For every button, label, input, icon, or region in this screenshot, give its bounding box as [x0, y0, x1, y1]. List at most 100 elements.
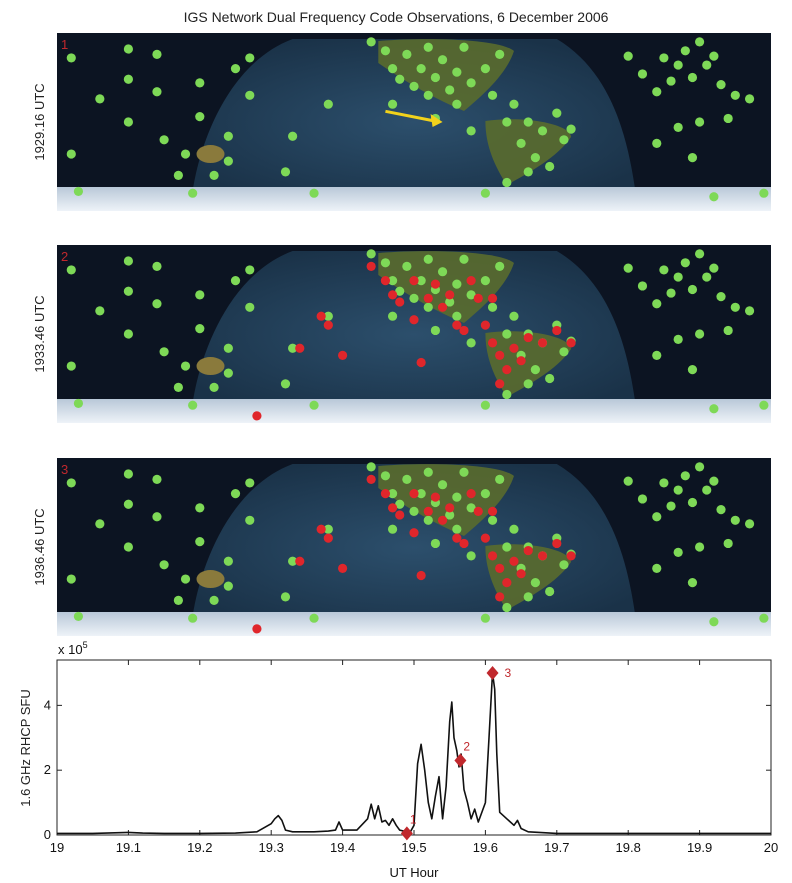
station-dot-green [495, 49, 505, 59]
station-dot-green [552, 108, 562, 118]
station-dot-green [288, 343, 298, 353]
station-dot-green [73, 186, 84, 197]
station-dot-green [245, 90, 255, 100]
station-dot-green [309, 188, 319, 198]
station-dot-green [159, 135, 169, 145]
station-dot-green [545, 161, 555, 172]
station-dot-red [459, 538, 469, 549]
station-dot-green [245, 515, 255, 525]
station-dot-green [95, 306, 105, 316]
station-dot-green [430, 72, 441, 83]
station-dot-green [659, 265, 669, 275]
station-dot-red [466, 489, 476, 499]
station-dot-green [466, 290, 476, 300]
station-dot-red [409, 489, 419, 499]
station-dot-green [673, 122, 683, 132]
station-dot-green [530, 153, 540, 163]
station-dot-green [709, 617, 719, 627]
station-dot-red [495, 350, 505, 360]
station-dot-green [430, 538, 441, 549]
station-dot-red [516, 569, 526, 579]
station-dot-red [409, 528, 419, 538]
station-dot-green [559, 560, 569, 570]
station-dot-green [123, 542, 133, 552]
station-dot-green [445, 510, 455, 520]
station-dot-green [66, 53, 76, 63]
station-dot-green [495, 474, 505, 484]
station-dot-green [245, 53, 255, 63]
station-dot-green [380, 471, 391, 481]
station-dot-green [759, 188, 769, 198]
station-dots [66, 462, 769, 634]
station-dot-red [509, 343, 519, 353]
australia-land [196, 357, 225, 376]
station-dot-green [323, 524, 333, 534]
station-dot-green [480, 613, 490, 623]
station-dot-green [673, 547, 683, 557]
station-dot-green [723, 538, 733, 549]
station-dot-green [673, 60, 683, 70]
station-dots [66, 37, 769, 202]
station-dot-green [545, 373, 555, 384]
station-dot-red [423, 506, 433, 516]
x-tick-label: 19.4 [330, 840, 355, 855]
station-dot-red [487, 551, 498, 561]
station-dot-red [516, 356, 526, 366]
station-dot-red [452, 320, 462, 330]
map-panel-2: 2 1933.46 UTC [32, 245, 771, 423]
station-dot-green [666, 501, 676, 511]
y-exponent: 5 [83, 640, 88, 650]
station-dot-green [416, 276, 426, 286]
station-dot-green [195, 503, 205, 513]
station-dot-red [387, 503, 398, 513]
station-dot-red [338, 350, 348, 360]
panel-label: 1 [61, 37, 68, 52]
station-dot-red [502, 365, 512, 375]
x-tick-label: 19.9 [687, 840, 712, 855]
station-dot-green [759, 400, 769, 410]
station-dot-green [466, 126, 476, 136]
station-dot-green [466, 338, 476, 348]
station-dot-green [309, 613, 319, 623]
station-dot-green [716, 505, 726, 515]
panel-label: 2 [61, 249, 68, 264]
station-dot-green [66, 478, 76, 488]
y-axis-label: 1.6 GHz RHCP SFU [18, 689, 33, 807]
station-dot-green [123, 117, 133, 127]
station-dot-green [437, 480, 448, 490]
station-dot-green [523, 592, 533, 602]
station-dot-red [473, 293, 483, 303]
station-dot-green [530, 578, 540, 588]
north-america-land [378, 39, 514, 111]
event-markers: 1 2 3 [400, 665, 512, 841]
y-multiplier: x 105 [58, 640, 88, 657]
station-dot-green [487, 515, 498, 525]
station-dot-green [288, 131, 298, 141]
station-dot-red [338, 563, 348, 573]
station-dot-green [66, 361, 76, 371]
antarctic-ice [57, 612, 771, 636]
station-dot-green [288, 556, 298, 566]
station-dot-green [195, 324, 205, 334]
station-dot-green [502, 542, 512, 552]
station-dot-red [552, 538, 562, 549]
station-dot-green [423, 302, 433, 312]
station-dot-green [687, 153, 698, 163]
station-dot-green [659, 478, 669, 488]
station-dot-green [387, 64, 398, 74]
diamond-marker-icon [454, 753, 467, 768]
station-dot-green [423, 90, 433, 100]
y-tick-label: 2 [44, 762, 51, 777]
station-dot-green [652, 563, 662, 573]
station-dot-green [459, 254, 469, 264]
station-dot-green [537, 126, 548, 136]
station-dot-green [623, 51, 633, 61]
station-dot-red [366, 474, 376, 484]
x-tick-label: 19.8 [616, 840, 641, 855]
station-dot-green [659, 53, 669, 63]
station-dot-green [723, 325, 733, 336]
station-dot-green [452, 492, 462, 502]
station-dot-green [695, 462, 705, 472]
station-dot-green [402, 474, 412, 484]
north-america-land [378, 251, 514, 323]
